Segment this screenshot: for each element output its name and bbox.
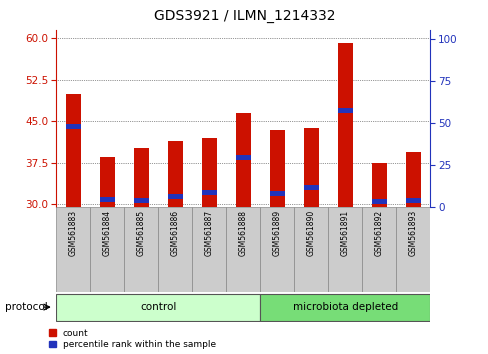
Text: GDS3921 / ILMN_1214332: GDS3921 / ILMN_1214332 [153,9,335,23]
Bar [56,293,260,321]
Bar [235,113,250,207]
Bar [167,194,183,199]
Bar [201,138,217,207]
Text: GSM561892: GSM561892 [374,210,383,256]
Text: GSM561884: GSM561884 [102,210,112,256]
Bar [192,207,226,292]
Bar [405,198,420,203]
Bar [371,163,386,207]
Bar [303,128,318,207]
Text: microbiota depleted: microbiota depleted [292,302,397,312]
Text: GSM561885: GSM561885 [137,210,145,256]
Text: GSM561891: GSM561891 [340,210,349,256]
Bar [303,185,318,190]
Bar [100,198,115,202]
Bar [337,43,352,207]
Text: control: control [140,302,176,312]
Bar [133,198,149,203]
Text: GSM561888: GSM561888 [238,210,247,256]
Text: GSM561890: GSM561890 [306,210,315,256]
Bar [327,207,362,292]
Text: GSM561886: GSM561886 [170,210,180,256]
Text: GSM561893: GSM561893 [408,210,417,256]
Bar [337,108,352,113]
Bar [65,94,81,207]
Bar [269,130,285,207]
Bar [90,207,124,292]
Bar [167,141,183,207]
Bar [362,207,395,292]
Text: GSM561887: GSM561887 [204,210,213,256]
Bar [158,207,192,292]
Text: GSM561883: GSM561883 [69,210,78,256]
Bar [260,293,429,321]
Bar [56,207,90,292]
Bar [124,207,158,292]
Text: GSM561889: GSM561889 [272,210,281,256]
Bar [260,207,294,292]
Bar [269,191,285,196]
Bar [395,207,429,292]
Bar [371,199,386,204]
Bar [235,155,250,160]
Bar [133,148,149,207]
Bar [100,157,115,207]
Bar [226,207,260,292]
Bar [201,190,217,195]
Legend: count, percentile rank within the sample: count, percentile rank within the sample [48,329,216,349]
Bar [65,124,81,129]
Bar [294,207,327,292]
Text: protocol: protocol [5,302,47,312]
Bar [405,152,420,207]
